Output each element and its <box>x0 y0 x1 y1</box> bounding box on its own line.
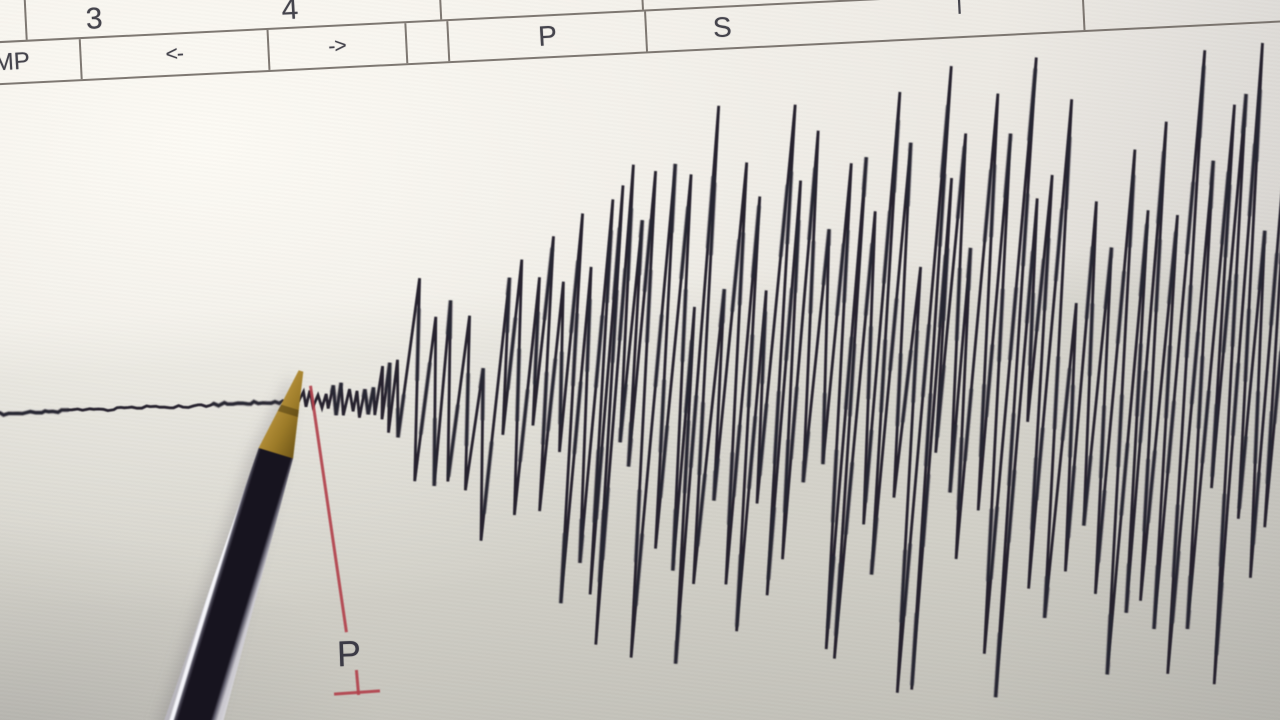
toolbar-cell-blank <box>0 0 28 44</box>
partial-glyph: | <box>955 0 964 15</box>
pen-tip-band <box>259 398 318 422</box>
toolbar-cell-blank <box>406 21 451 64</box>
toolbar-button-forward[interactable]: -> <box>268 23 409 70</box>
p-pick-label: P <box>336 632 362 675</box>
toolbar-cell-3[interactable]: 3 <box>84 2 104 36</box>
right-arrow-icon: -> <box>328 34 347 59</box>
toolbar-button-back[interactable]: <- <box>80 29 271 80</box>
toolbar-button-mp[interactable]: MP <box>0 39 83 86</box>
toolbar-button-p-phase[interactable]: P <box>448 11 649 62</box>
seismogram-path-emphasis <box>0 42 1280 698</box>
left-arrow-icon: <- <box>165 42 184 67</box>
